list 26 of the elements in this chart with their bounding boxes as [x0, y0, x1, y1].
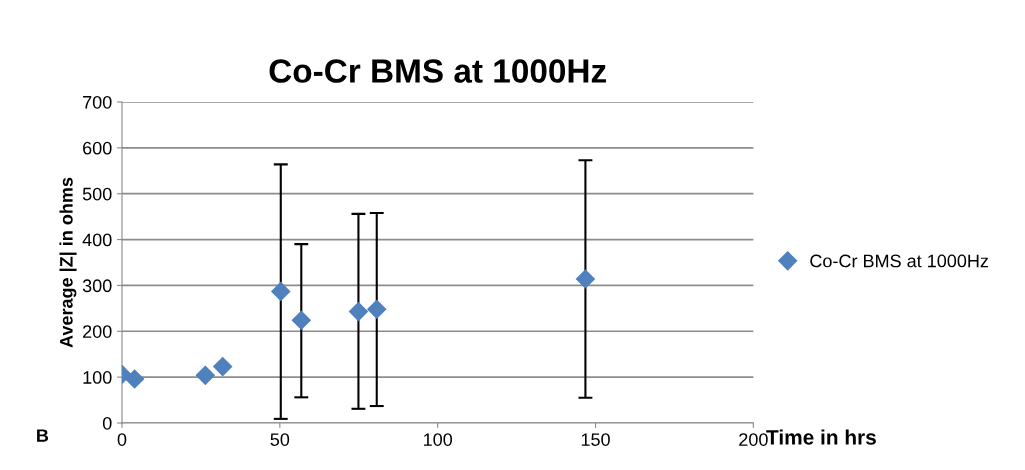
point [213, 357, 233, 377]
point [291, 310, 311, 330]
y-tick-label: 700 [83, 95, 112, 109]
point [125, 369, 145, 389]
x-tick-label: 50 [270, 433, 290, 446]
y-tick-label: 300 [82, 279, 112, 293]
y-tick-label: 200 [83, 325, 112, 338]
chart-title: Co-Cr BMS at 1000Hz [269, 59, 606, 83]
point [348, 302, 368, 322]
y-tick-label: 400 [82, 233, 112, 247]
legend-label: Co-Cr BMS at 1000Hz [810, 254, 989, 268]
y-tick-label: 500 [82, 187, 112, 201]
y-axis-title: Average |Z| in ohms [59, 177, 77, 348]
point [575, 269, 595, 289]
point [367, 299, 387, 319]
point [195, 365, 215, 385]
x-tick-label: 150 [581, 433, 610, 446]
text: B [37, 429, 49, 442]
x-tick-label: 100 [423, 433, 453, 446]
x-tick-label: 200 [739, 433, 768, 446]
x-tick-label: 0 [117, 433, 127, 446]
y-tick-label: 600 [83, 141, 112, 155]
point [271, 281, 291, 301]
x-axis-title: Time in hrs [766, 429, 876, 445]
y-tick-label: 0 [102, 416, 112, 430]
y-tick-label: 100 [83, 371, 112, 384]
